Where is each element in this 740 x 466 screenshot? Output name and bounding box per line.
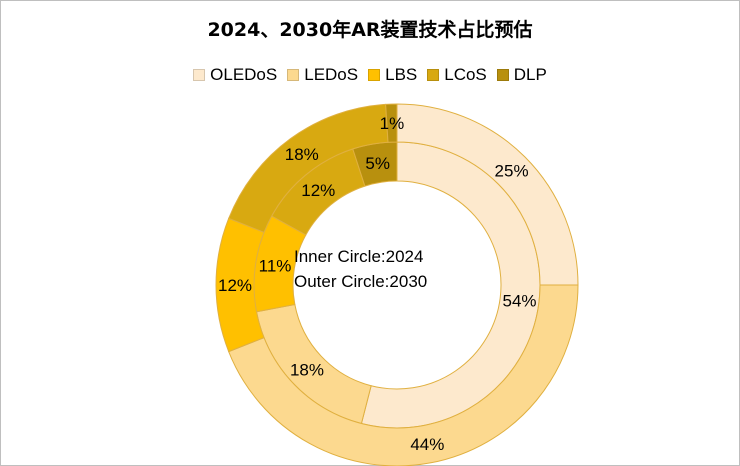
legend-label: LEDoS [304,65,359,84]
chart-title: 2024、2030年AR装置技术占比预估 [207,19,533,41]
data-label-2024-oledos: 54% [503,291,537,310]
legend-swatch [496,69,509,81]
slice-2030-dlp [385,103,398,143]
data-label-2030-dlp: 1% [380,114,405,133]
legend-item-lbs: LBS [368,65,417,85]
slice-2030-ledos [228,284,579,466]
data-label-2030-lbs: 12% [218,276,252,295]
legend-label: DLP [513,65,547,84]
data-label-2024-dlp: 5% [365,154,390,173]
data-label-2024-lbs: 11% [259,257,292,276]
data-label-2024-lcos: 12% [301,181,335,200]
center-label: Outer Circle:2030 [294,272,427,291]
center-label: Inner Circle:2024 [294,247,423,266]
legend-item-dlp: DLP [496,65,547,85]
legend-swatch [193,69,206,81]
legend-swatch [368,69,381,81]
legend-item-oledos: OLEDoS [193,65,277,85]
data-label-2030-ledos: 44% [410,435,444,454]
legend-swatch [287,69,300,81]
legend-label: OLEDoS [210,65,278,84]
data-label-2030-oledos: 25% [495,161,529,180]
legend-label: LBS [385,65,418,84]
legend-swatch [427,69,440,81]
data-label-2030-lcos: 18% [285,145,319,164]
data-label-2024-ledos: 18% [290,361,324,380]
legend-item-ledos: LEDoS [287,65,358,85]
legend-label: LCoS [444,65,487,84]
chart-legend: OLEDoS LEDoS LBS LCoS DLP [1,65,739,85]
legend-item-lcos: LCoS [427,65,487,85]
